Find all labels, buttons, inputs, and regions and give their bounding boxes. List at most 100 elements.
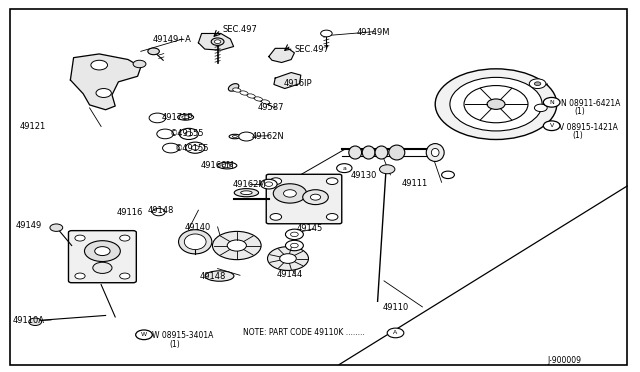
Circle shape bbox=[543, 97, 560, 107]
Ellipse shape bbox=[240, 91, 248, 95]
Circle shape bbox=[268, 247, 308, 270]
Text: 4916lP: 4916lP bbox=[284, 79, 312, 88]
Polygon shape bbox=[70, 54, 141, 110]
Ellipse shape bbox=[205, 271, 234, 281]
Circle shape bbox=[487, 99, 505, 109]
Text: A: A bbox=[394, 330, 397, 336]
Text: 49160M: 49160M bbox=[200, 161, 234, 170]
Text: 49145: 49145 bbox=[296, 224, 323, 233]
Text: 49148: 49148 bbox=[147, 206, 173, 215]
Circle shape bbox=[291, 243, 298, 248]
Ellipse shape bbox=[426, 144, 444, 161]
Text: 49149+A: 49149+A bbox=[152, 35, 191, 44]
Text: 49587: 49587 bbox=[258, 103, 284, 112]
Text: V 08915-1421A: V 08915-1421A bbox=[559, 123, 618, 132]
Circle shape bbox=[186, 142, 205, 153]
Circle shape bbox=[152, 208, 165, 216]
Circle shape bbox=[321, 30, 332, 37]
Circle shape bbox=[303, 190, 328, 205]
Text: 49130: 49130 bbox=[351, 171, 377, 180]
Text: a: a bbox=[342, 166, 346, 171]
Circle shape bbox=[260, 179, 277, 189]
Circle shape bbox=[157, 129, 173, 139]
Ellipse shape bbox=[233, 88, 241, 92]
Circle shape bbox=[543, 121, 560, 131]
Circle shape bbox=[211, 38, 224, 45]
Polygon shape bbox=[269, 48, 294, 62]
Text: J-900009: J-900009 bbox=[547, 356, 581, 365]
Circle shape bbox=[534, 104, 547, 112]
Ellipse shape bbox=[262, 100, 269, 104]
Circle shape bbox=[435, 69, 557, 140]
Text: (1): (1) bbox=[170, 340, 180, 349]
Circle shape bbox=[120, 273, 130, 279]
Circle shape bbox=[285, 240, 303, 251]
Circle shape bbox=[214, 40, 221, 44]
Ellipse shape bbox=[431, 148, 439, 157]
Text: 49148: 49148 bbox=[200, 272, 226, 280]
Ellipse shape bbox=[229, 134, 241, 139]
Text: NOTE: PART CODE 49110K ........: NOTE: PART CODE 49110K ........ bbox=[243, 328, 365, 337]
Circle shape bbox=[387, 328, 404, 338]
Circle shape bbox=[50, 224, 63, 231]
Ellipse shape bbox=[222, 164, 232, 167]
Text: 49162N: 49162N bbox=[252, 132, 284, 141]
Circle shape bbox=[227, 240, 246, 251]
Text: 49149: 49149 bbox=[16, 221, 42, 230]
Text: ©49155: ©49155 bbox=[170, 129, 204, 138]
Ellipse shape bbox=[241, 191, 252, 195]
Ellipse shape bbox=[247, 94, 255, 98]
Circle shape bbox=[191, 145, 199, 150]
Text: 49171P: 49171P bbox=[162, 113, 193, 122]
Circle shape bbox=[149, 113, 166, 123]
Text: 49111: 49111 bbox=[402, 179, 428, 187]
Ellipse shape bbox=[375, 146, 388, 159]
Circle shape bbox=[273, 184, 307, 203]
Circle shape bbox=[96, 89, 111, 97]
Circle shape bbox=[265, 182, 273, 186]
Circle shape bbox=[120, 235, 130, 241]
Circle shape bbox=[75, 235, 85, 241]
Ellipse shape bbox=[234, 189, 259, 197]
Circle shape bbox=[310, 194, 321, 200]
Circle shape bbox=[326, 178, 338, 185]
Polygon shape bbox=[198, 33, 234, 50]
Circle shape bbox=[179, 128, 198, 140]
Text: (1): (1) bbox=[575, 107, 586, 116]
Text: SEC.497: SEC.497 bbox=[222, 25, 257, 33]
Text: V: V bbox=[550, 123, 554, 128]
Text: SEC.497: SEC.497 bbox=[294, 45, 329, 54]
Circle shape bbox=[29, 318, 42, 326]
Circle shape bbox=[148, 48, 159, 55]
Ellipse shape bbox=[179, 230, 212, 254]
Text: 49144: 49144 bbox=[277, 270, 303, 279]
Text: (1): (1) bbox=[573, 131, 584, 140]
Ellipse shape bbox=[232, 136, 237, 138]
Circle shape bbox=[291, 232, 298, 237]
Text: N 08911-6421A: N 08911-6421A bbox=[561, 99, 620, 108]
Circle shape bbox=[270, 178, 282, 185]
Circle shape bbox=[534, 82, 541, 86]
Circle shape bbox=[91, 60, 108, 70]
Ellipse shape bbox=[228, 84, 239, 91]
Circle shape bbox=[93, 262, 112, 273]
Ellipse shape bbox=[254, 97, 262, 101]
Circle shape bbox=[75, 273, 85, 279]
Circle shape bbox=[163, 143, 179, 153]
Text: 49149M: 49149M bbox=[357, 28, 390, 37]
Circle shape bbox=[326, 214, 338, 220]
Ellipse shape bbox=[218, 162, 237, 169]
Circle shape bbox=[280, 254, 296, 263]
Ellipse shape bbox=[184, 234, 206, 250]
Circle shape bbox=[450, 77, 542, 131]
Circle shape bbox=[529, 79, 546, 89]
Circle shape bbox=[133, 60, 146, 68]
Text: 49162M: 49162M bbox=[232, 180, 266, 189]
Circle shape bbox=[464, 86, 528, 123]
Circle shape bbox=[84, 241, 120, 262]
Circle shape bbox=[239, 132, 254, 141]
Text: 49140: 49140 bbox=[184, 223, 211, 232]
Text: W: W bbox=[141, 332, 147, 337]
Circle shape bbox=[185, 132, 193, 136]
Text: N: N bbox=[549, 100, 554, 105]
